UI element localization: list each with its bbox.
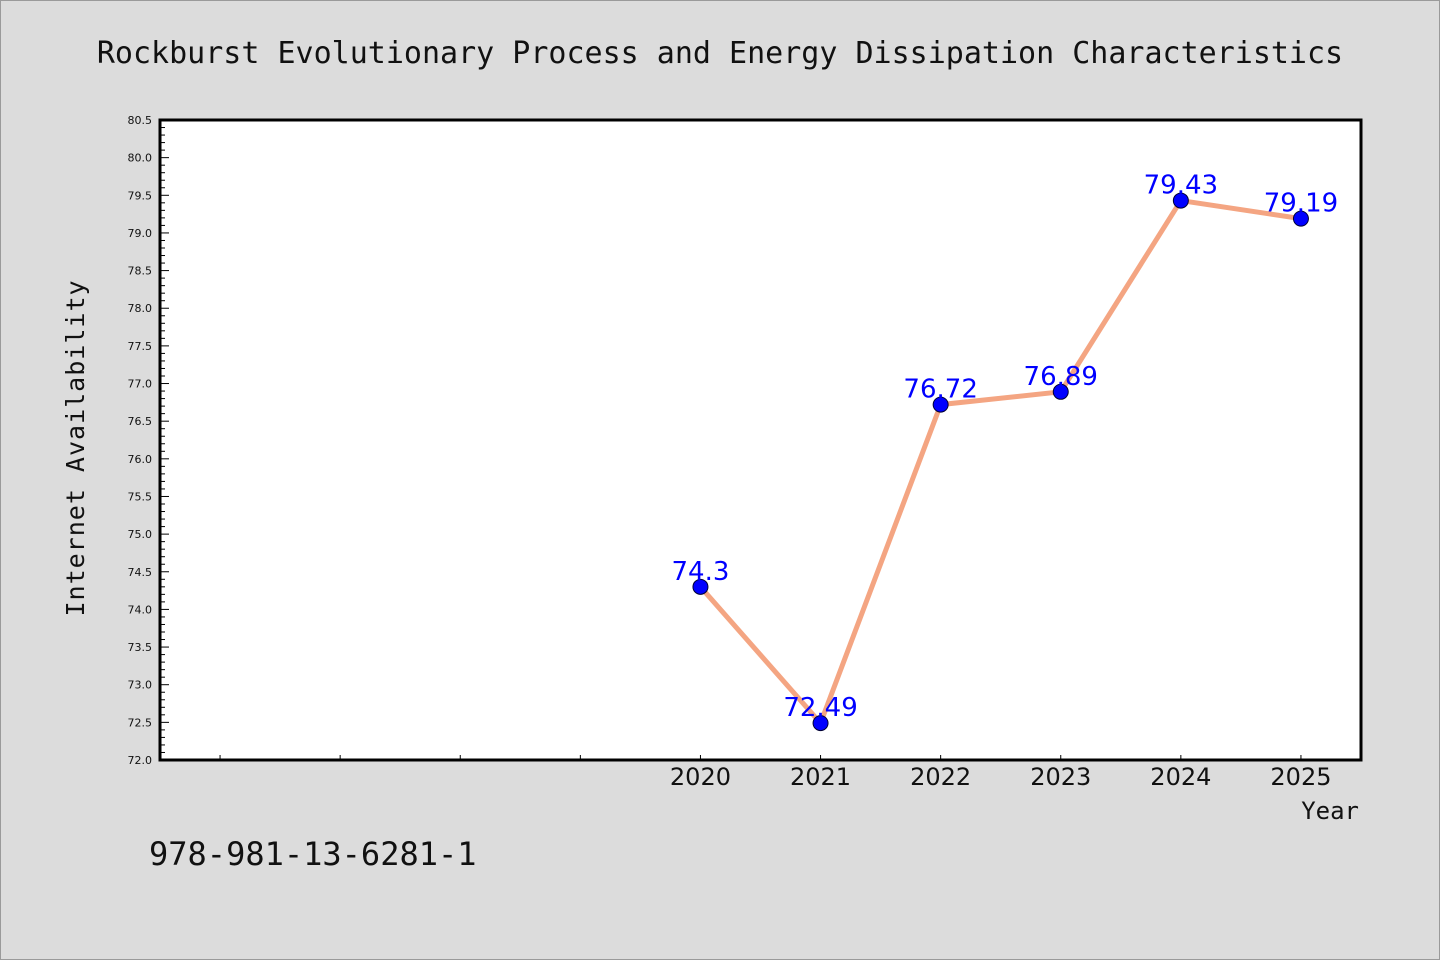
y-tick-label: 73.5 — [128, 641, 153, 654]
data-point — [1172, 192, 1189, 209]
y-tick-label: 72.5 — [128, 716, 153, 729]
data-point — [692, 578, 709, 595]
series-line-group — [698, 197, 1302, 728]
data-label: 76.72 — [903, 375, 977, 405]
isbn-annotation: 978-981-13-6281-1 — [149, 835, 477, 873]
y-tick-label: 73.0 — [128, 679, 153, 692]
y-tick-label: 80.0 — [128, 152, 153, 165]
data-label: 72.49 — [783, 693, 857, 723]
data-point — [932, 396, 949, 413]
plot-area — [158, 118, 1363, 762]
data-point — [1052, 383, 1069, 400]
y-tick-label: 72.0 — [128, 754, 153, 767]
x-tick-label: 2024 — [1150, 763, 1211, 791]
x-tick-label: 2023 — [1030, 763, 1091, 791]
y-tick-label: 80.5 — [128, 114, 153, 127]
y-tick-label: 76.5 — [128, 415, 153, 428]
y-tick-label: 76.0 — [128, 453, 153, 466]
x-axis-ticks: 2020 2021 2022 2023 2024 2025 — [219, 755, 1331, 791]
y-minor-ticks — [160, 127, 165, 753]
y-tick-label: 79.5 — [128, 189, 153, 202]
chart-title: Rockburst Evolutionary Process and Energ… — [97, 36, 1343, 71]
y-tick-label: 77.0 — [128, 378, 153, 391]
y-tick-label: 77.5 — [128, 340, 153, 353]
y-tick-label: 75.5 — [128, 490, 153, 503]
y-tick-label: 74.0 — [128, 603, 153, 616]
y-tick-label: 79.0 — [128, 227, 153, 240]
y-axis-label: Internet Availability — [61, 279, 90, 616]
data-label: 74.3 — [672, 557, 730, 587]
y-tick-label: 75.0 — [128, 528, 153, 541]
y-tick-label: 78.0 — [128, 302, 153, 315]
data-point — [812, 715, 829, 732]
data-points — [692, 192, 1309, 732]
x-tick-label: 2025 — [1270, 763, 1331, 791]
y-axis-ticks: 72.0 72.5 73.0 73.5 74.0 74.5 75.0 75.5 76.0 76.5… — [128, 114, 169, 767]
data-label: 79.43 — [1144, 171, 1218, 201]
y-tick-label: 74.5 — [128, 566, 153, 579]
x-tick-label: 2022 — [910, 763, 971, 791]
data-labels: 74.3 72.49 76.72 76.89 79.43 79.19 — [672, 171, 1339, 724]
y-tick-label: 78.5 — [128, 265, 153, 278]
x-tick-label: 2020 — [670, 763, 731, 791]
data-label: 79.19 — [1264, 189, 1338, 219]
x-axis-label: Year — [1301, 797, 1359, 825]
x-tick-label: 2021 — [790, 763, 851, 791]
data-label: 76.89 — [1024, 362, 1098, 392]
data-point — [1292, 210, 1309, 227]
series-line — [698, 197, 1302, 728]
